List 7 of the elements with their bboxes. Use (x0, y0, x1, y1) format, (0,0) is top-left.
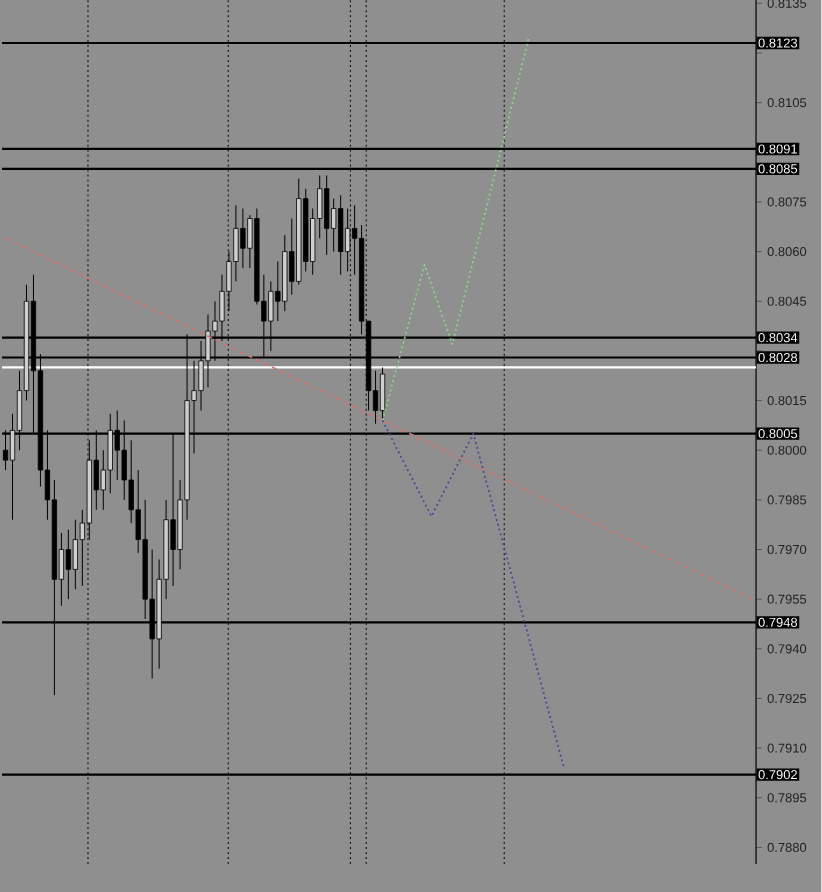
candlestick (65, 529, 72, 600)
line-series (381, 419, 566, 769)
candlestick (324, 174, 330, 256)
candlestick (338, 194, 344, 276)
line-series (381, 35, 531, 422)
candlestick (380, 366, 386, 421)
candlestick (240, 208, 246, 269)
